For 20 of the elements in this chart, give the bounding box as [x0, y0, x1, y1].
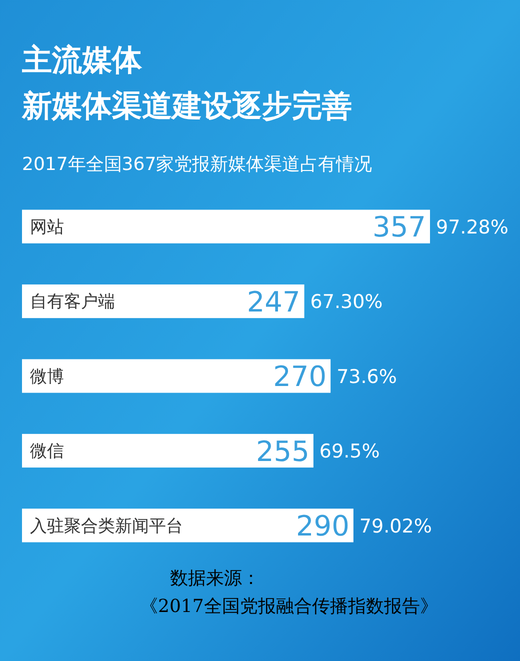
data-label: 255 — [256, 434, 310, 468]
data-label: 357 — [372, 210, 426, 244]
annotation: 67.30% — [310, 291, 383, 314]
y-tick-label: 入驻聚合类新闻平台 — [30, 516, 183, 536]
data-label: 290 — [296, 510, 350, 543]
y-tick-label: 微信 — [30, 442, 64, 462]
y-tick-label: 自有客户端 — [30, 292, 115, 312]
y-tick-label: 微博 — [30, 366, 64, 387]
annotation: 97.28% — [436, 216, 508, 238]
data-label: 247 — [246, 285, 300, 318]
text: 2017年全国367家党报新媒体渠道占有情况 — [22, 154, 372, 175]
annotation: 79.02% — [359, 515, 432, 538]
source-note: 数据来源： — [170, 568, 260, 589]
annotation: 69.5% — [319, 440, 380, 463]
y-tick-label: 网站 — [30, 218, 64, 238]
annotation: 73.6% — [336, 366, 397, 388]
chart-title: 主流媒体 — [21, 43, 143, 78]
chart-subtitle: 新媒体渠道建设逐步完善 — [21, 89, 352, 124]
data-label: 270 — [273, 360, 327, 394]
text: 《2017全国党报融合传播指数报告》 — [140, 596, 438, 617]
